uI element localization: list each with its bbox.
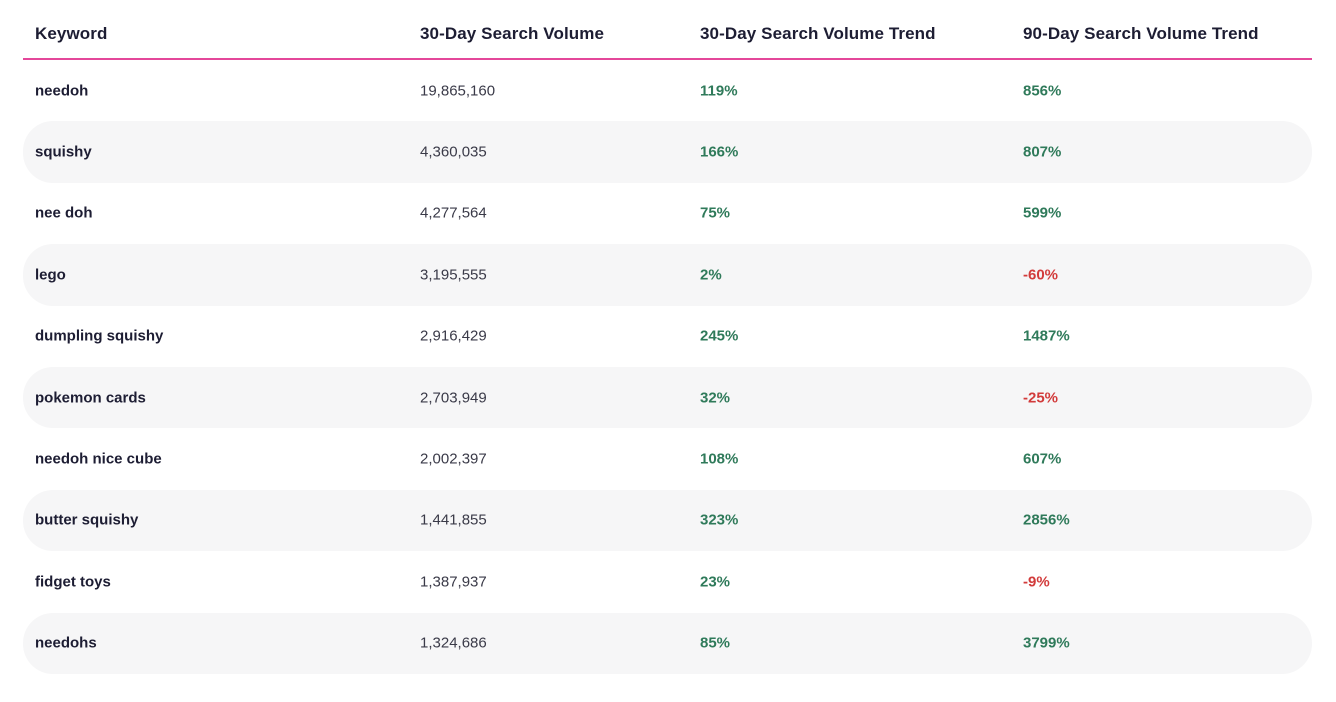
volume-cell: 4,277,564 <box>420 204 487 222</box>
keyword-cell: squishy <box>35 143 92 161</box>
table-row: lego 3,195,555 2% -60% <box>23 244 1312 306</box>
table-row: pokemon cards 2,703,949 32% -25% <box>23 366 1312 429</box>
volume-cell: 1,441,855 <box>420 511 487 529</box>
trend-90-cell: -25% <box>1023 389 1059 407</box>
volume-cell: 2,703,949 <box>420 389 487 407</box>
volume-cell: 2,002,397 <box>420 450 487 468</box>
header-90-day-trend: 90-Day Search Volume Trend <box>1023 24 1259 43</box>
trend-30-cell: 119% <box>700 82 738 100</box>
table-row: needoh nice cube 2,002,397 108% 607% <box>23 428 1312 489</box>
trend-30-cell: 2% <box>700 266 722 284</box>
trend-90-cell: 1487% <box>1023 327 1070 345</box>
table-row: squishy 4,360,035 166% 807% <box>23 121 1312 183</box>
keyword-cell: needoh <box>35 82 89 100</box>
keyword-cell: butter squishy <box>35 511 139 529</box>
keyword-cell: fidget toys <box>35 573 111 591</box>
trend-30-cell: 32% <box>700 389 731 407</box>
table-row: nee doh 4,277,564 75% 599% <box>23 183 1312 244</box>
trend-30-cell: 323% <box>700 511 739 529</box>
trend-30-cell: 23% <box>700 573 731 591</box>
header-keyword: Keyword <box>35 24 108 43</box>
trend-90-cell: -60% <box>1023 266 1059 284</box>
keyword-cell: dumpling squishy <box>35 327 164 345</box>
trend-30-cell: 245% <box>700 327 739 345</box>
volume-cell: 2,916,429 <box>420 327 487 345</box>
trend-30-cell: 75% <box>700 204 731 222</box>
header-30-day-volume: 30-Day Search Volume <box>420 24 605 43</box>
trend-90-cell: 807% <box>1023 143 1062 161</box>
table-header: Keyword 30-Day Search Volume 30-Day Sear… <box>23 0 1312 60</box>
trend-90-cell: -9% <box>1023 573 1050 591</box>
keyword-cell: nee doh <box>35 204 93 222</box>
keyword-cell: needohs <box>35 634 97 652</box>
table-row: needohs 1,324,686 85% 3799% <box>23 612 1312 674</box>
trend-90-cell: 856% <box>1023 82 1062 100</box>
trend-90-cell: 607% <box>1023 450 1062 468</box>
keyword-cell: pokemon cards <box>35 389 146 407</box>
volume-cell: 1,324,686 <box>420 634 487 652</box>
volume-cell: 19,865,160 <box>420 82 496 100</box>
volume-cell: 1,387,937 <box>420 573 487 591</box>
keyword-table: Keyword 30-Day Search Volume 30-Day Sear… <box>23 0 1312 674</box>
table-row: needoh 19,865,160 119% 856% <box>23 60 1312 121</box>
keyword-cell: lego <box>35 266 66 284</box>
trend-30-cell: 85% <box>700 634 731 652</box>
table-row: fidget toys 1,387,937 23% -9% <box>23 551 1312 612</box>
trend-30-cell: 108% <box>700 450 739 468</box>
table-row: butter squishy 1,441,855 323% 2856% <box>23 489 1312 552</box>
trend-30-cell: 166% <box>700 143 739 161</box>
volume-cell: 4,360,035 <box>420 143 487 161</box>
volume-cell: 3,195,555 <box>420 266 487 284</box>
trend-90-cell: 3799% <box>1023 634 1070 652</box>
keyword-cell: needoh nice cube <box>35 450 162 468</box>
table-row: dumpling squishy 2,916,429 245% 1487% <box>23 306 1312 367</box>
trend-90-cell: 2856% <box>1023 511 1070 529</box>
trend-90-cell: 599% <box>1023 204 1062 222</box>
header-30-day-trend: 30-Day Search Volume Trend <box>700 24 936 43</box>
